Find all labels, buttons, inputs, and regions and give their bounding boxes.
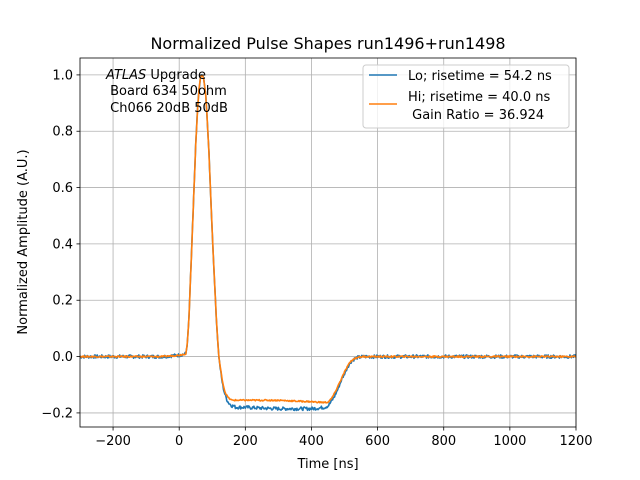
y-tick-label: −0.2 [41, 406, 73, 421]
chart-title: Normalized Pulse Shapes run1496+run1498 [150, 34, 505, 53]
ticks-layer: −200 0 200 400 600 800 1000 1200 −0.2 0.0 0.2 0.4 0.… [41, 68, 592, 449]
y-tick-label: 0.4 [52, 237, 73, 252]
x-axis-label: Time [ns] [296, 457, 358, 472]
x-tick-label: 400 [299, 434, 324, 449]
annotation-line-3: Ch066 20dB 50dB [106, 101, 228, 116]
y-tick-label: 0.2 [52, 294, 73, 309]
annotation-upgrade: Upgrade [146, 68, 206, 83]
legend-box [362, 64, 570, 129]
annotation-line-2: Board 634 50ohm [106, 84, 227, 99]
y-tick-label: 0.0 [52, 350, 73, 365]
annotation-atlas: ATLAS [105, 68, 146, 83]
annotation-line-1: ATLAS Upgrade [105, 68, 206, 83]
y-axis-label: Normalized Amplitude (A.U.) [16, 149, 31, 334]
series-layer [80, 74, 576, 412]
legend-label-gain-ratio: Gain Ratio = 36.924 [408, 108, 544, 123]
x-tick-label: 0 [175, 434, 183, 449]
legend-label-lo: Lo; risetime = 54.2 ns [408, 69, 552, 84]
x-tick-label: 800 [431, 434, 456, 449]
y-tick-label: 0.8 [52, 125, 73, 140]
x-tick-label: 1200 [559, 434, 592, 449]
y-tick-label: 0.6 [52, 181, 73, 196]
series-hi-line [80, 74, 576, 404]
x-tick-label: 1000 [493, 434, 526, 449]
atlas-annotation: ATLAS Upgrade Board 634 50ohm Ch066 20dB… [105, 68, 228, 116]
legend: Lo; risetime = 54.2 ns Hi; risetime = 40… [362, 64, 570, 129]
x-tick-label: 200 [233, 434, 258, 449]
legend-label-hi: Hi; risetime = 40.0 ns [408, 90, 550, 105]
x-tick-label: −200 [95, 434, 131, 449]
y-tick-label: 1.0 [52, 68, 73, 83]
x-tick-label: 600 [365, 434, 390, 449]
plot-frame [79, 57, 577, 428]
